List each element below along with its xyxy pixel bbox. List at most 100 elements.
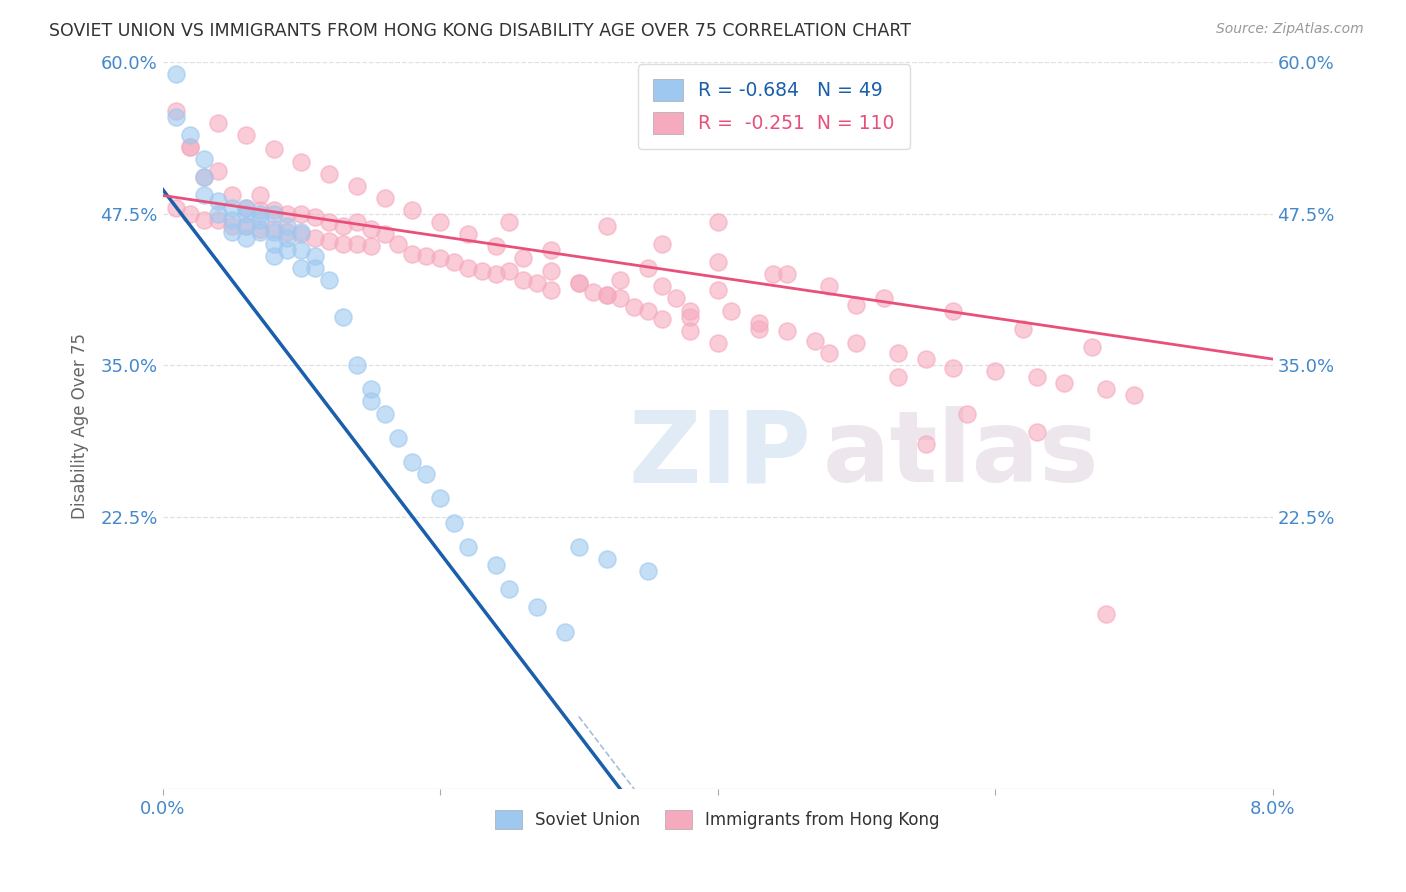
Point — [706, 215, 728, 229]
Point — [290, 206, 312, 220]
Point — [235, 206, 257, 220]
Point — [512, 273, 534, 287]
Point — [374, 227, 396, 242]
Point — [651, 279, 673, 293]
Point — [429, 215, 451, 229]
Point — [207, 116, 229, 130]
Point — [706, 283, 728, 297]
Point — [512, 252, 534, 266]
Point — [484, 267, 506, 281]
Point — [290, 154, 312, 169]
Point — [845, 297, 868, 311]
Point — [817, 279, 839, 293]
Point — [304, 211, 326, 225]
Point — [443, 255, 465, 269]
Point — [249, 206, 271, 220]
Point — [276, 225, 298, 239]
Point — [429, 491, 451, 506]
Point — [263, 236, 285, 251]
Point — [290, 225, 312, 239]
Point — [263, 142, 285, 156]
Point — [540, 283, 562, 297]
Point — [471, 263, 494, 277]
Point — [318, 273, 340, 287]
Point — [706, 255, 728, 269]
Point — [374, 407, 396, 421]
Point — [887, 370, 910, 384]
Text: atlas: atlas — [823, 406, 1099, 503]
Point — [582, 285, 605, 300]
Point — [554, 624, 576, 639]
Point — [415, 249, 437, 263]
Point — [166, 103, 188, 118]
Point — [498, 215, 520, 229]
Point — [263, 206, 285, 220]
Point — [235, 201, 257, 215]
Point — [193, 170, 215, 185]
Point — [166, 110, 188, 124]
Point — [276, 219, 298, 233]
Point — [235, 128, 257, 142]
Point — [235, 219, 257, 233]
Point — [1011, 322, 1033, 336]
Point — [360, 382, 382, 396]
Point — [166, 201, 188, 215]
Point — [637, 564, 659, 578]
Point — [166, 67, 188, 81]
Point — [207, 206, 229, 220]
Point — [457, 261, 479, 276]
Point — [609, 273, 631, 287]
Point — [235, 231, 257, 245]
Point — [679, 303, 702, 318]
Point — [304, 261, 326, 276]
Point — [568, 276, 591, 290]
Point — [443, 516, 465, 530]
Point — [942, 303, 965, 318]
Point — [623, 300, 645, 314]
Point — [346, 178, 368, 193]
Point — [651, 312, 673, 326]
Point — [776, 267, 799, 281]
Point — [332, 219, 354, 233]
Point — [457, 227, 479, 242]
Point — [679, 310, 702, 324]
Point — [540, 243, 562, 257]
Point — [346, 358, 368, 372]
Point — [706, 336, 728, 351]
Point — [526, 600, 548, 615]
Point — [845, 336, 868, 351]
Point — [887, 346, 910, 360]
Point — [179, 140, 201, 154]
Point — [249, 188, 271, 202]
Point — [193, 152, 215, 166]
Point — [249, 222, 271, 236]
Point — [179, 140, 201, 154]
Point — [221, 212, 243, 227]
Point — [942, 360, 965, 375]
Point — [276, 231, 298, 245]
Point — [1122, 388, 1144, 402]
Point — [748, 322, 770, 336]
Point — [914, 437, 936, 451]
Point — [249, 212, 271, 227]
Text: Source: ZipAtlas.com: Source: ZipAtlas.com — [1216, 22, 1364, 37]
Point — [457, 540, 479, 554]
Point — [817, 346, 839, 360]
Point — [263, 225, 285, 239]
Point — [346, 236, 368, 251]
Point — [1081, 340, 1104, 354]
Point — [679, 324, 702, 338]
Point — [984, 364, 1007, 378]
Point — [263, 249, 285, 263]
Point — [484, 239, 506, 253]
Point — [235, 201, 257, 215]
Point — [637, 303, 659, 318]
Point — [762, 267, 785, 281]
Point — [651, 236, 673, 251]
Point — [207, 194, 229, 209]
Point — [873, 292, 896, 306]
Point — [263, 222, 285, 236]
Point — [304, 249, 326, 263]
Point — [595, 552, 617, 566]
Point — [360, 222, 382, 236]
